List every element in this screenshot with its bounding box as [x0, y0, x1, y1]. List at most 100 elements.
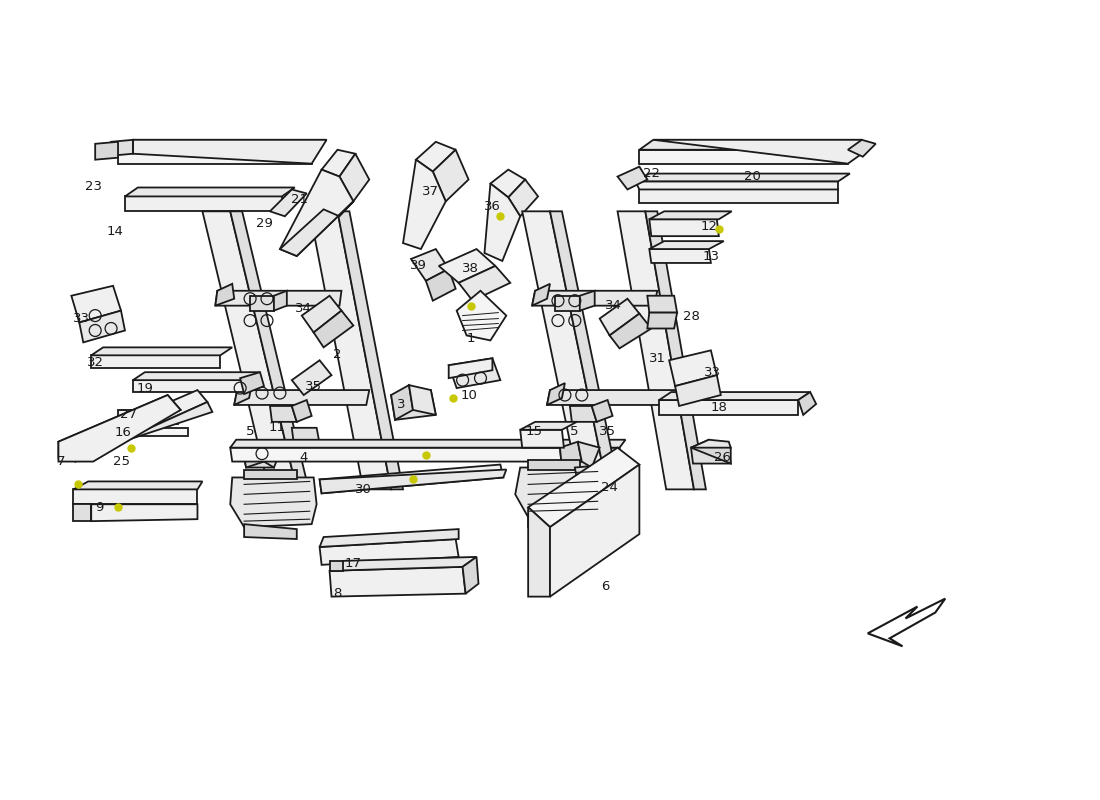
- Polygon shape: [58, 395, 180, 462]
- Text: 10: 10: [460, 389, 477, 402]
- Text: 35: 35: [600, 426, 616, 438]
- Polygon shape: [636, 174, 850, 182]
- Text: 12: 12: [701, 220, 717, 233]
- Polygon shape: [133, 140, 327, 164]
- Polygon shape: [515, 467, 605, 517]
- Polygon shape: [848, 140, 876, 157]
- Text: 2: 2: [333, 348, 342, 361]
- Polygon shape: [320, 529, 459, 547]
- Polygon shape: [484, 183, 520, 261]
- Polygon shape: [96, 142, 118, 160]
- Polygon shape: [653, 140, 861, 164]
- Polygon shape: [260, 442, 282, 467]
- Polygon shape: [118, 150, 311, 164]
- Text: 1: 1: [466, 332, 475, 345]
- Polygon shape: [74, 490, 198, 504]
- Polygon shape: [274, 290, 287, 310]
- Polygon shape: [250, 296, 274, 310]
- Polygon shape: [79, 310, 125, 342]
- Polygon shape: [649, 249, 711, 263]
- Text: 26: 26: [714, 451, 732, 464]
- Polygon shape: [528, 507, 550, 597]
- Polygon shape: [456, 290, 506, 341]
- Polygon shape: [292, 400, 311, 422]
- Polygon shape: [560, 442, 582, 467]
- Polygon shape: [491, 170, 525, 198]
- Polygon shape: [520, 422, 576, 430]
- Polygon shape: [532, 284, 550, 306]
- Polygon shape: [550, 211, 619, 490]
- Text: 15: 15: [526, 426, 542, 438]
- Polygon shape: [320, 465, 504, 494]
- Polygon shape: [669, 350, 717, 386]
- Polygon shape: [118, 140, 327, 150]
- Polygon shape: [617, 211, 694, 490]
- Text: 33: 33: [704, 366, 722, 378]
- Polygon shape: [230, 448, 622, 462]
- Polygon shape: [649, 211, 732, 219]
- Polygon shape: [439, 249, 495, 283]
- Polygon shape: [547, 383, 565, 405]
- Text: 37: 37: [422, 185, 439, 198]
- Polygon shape: [416, 142, 455, 171]
- Polygon shape: [617, 166, 647, 190]
- Text: 17: 17: [345, 558, 362, 570]
- Polygon shape: [240, 372, 264, 394]
- Polygon shape: [528, 514, 580, 529]
- Text: 35: 35: [305, 379, 322, 393]
- Polygon shape: [321, 150, 355, 177]
- Text: 19: 19: [136, 382, 153, 394]
- Polygon shape: [91, 355, 220, 368]
- Polygon shape: [244, 524, 297, 539]
- Polygon shape: [449, 358, 493, 378]
- Text: 34: 34: [605, 299, 621, 312]
- Polygon shape: [340, 154, 370, 202]
- Text: 28: 28: [683, 310, 700, 323]
- Text: 5: 5: [570, 426, 579, 438]
- Polygon shape: [659, 400, 799, 415]
- Polygon shape: [330, 567, 465, 597]
- Polygon shape: [392, 390, 436, 420]
- Polygon shape: [310, 211, 392, 490]
- Polygon shape: [528, 459, 580, 470]
- Polygon shape: [301, 296, 341, 333]
- Polygon shape: [649, 241, 724, 249]
- Polygon shape: [292, 428, 320, 444]
- Polygon shape: [532, 290, 658, 306]
- Text: 23: 23: [85, 180, 101, 193]
- Polygon shape: [639, 150, 848, 164]
- Polygon shape: [411, 249, 449, 281]
- Polygon shape: [547, 390, 678, 405]
- Polygon shape: [575, 465, 615, 494]
- Text: 25: 25: [112, 455, 130, 468]
- Polygon shape: [133, 380, 248, 392]
- Polygon shape: [392, 385, 412, 420]
- Text: 3: 3: [397, 398, 405, 411]
- Polygon shape: [270, 190, 307, 216]
- Polygon shape: [647, 313, 678, 329]
- Polygon shape: [338, 211, 403, 490]
- Polygon shape: [91, 347, 232, 355]
- Polygon shape: [459, 266, 510, 301]
- Polygon shape: [292, 360, 331, 395]
- Polygon shape: [244, 470, 297, 479]
- Polygon shape: [449, 358, 500, 388]
- Text: 20: 20: [744, 170, 761, 183]
- Polygon shape: [639, 190, 838, 203]
- Polygon shape: [639, 140, 861, 150]
- Polygon shape: [74, 504, 91, 521]
- Text: 11: 11: [268, 422, 285, 434]
- Polygon shape: [216, 290, 341, 306]
- Polygon shape: [279, 202, 353, 256]
- Polygon shape: [72, 286, 121, 322]
- Polygon shape: [647, 296, 678, 313]
- Polygon shape: [230, 440, 626, 448]
- Text: 33: 33: [73, 312, 90, 325]
- Polygon shape: [330, 557, 476, 571]
- Polygon shape: [600, 298, 639, 335]
- Text: 18: 18: [711, 402, 727, 414]
- Text: 31: 31: [649, 352, 666, 365]
- Polygon shape: [636, 182, 838, 190]
- Polygon shape: [868, 598, 945, 646]
- Polygon shape: [242, 448, 274, 467]
